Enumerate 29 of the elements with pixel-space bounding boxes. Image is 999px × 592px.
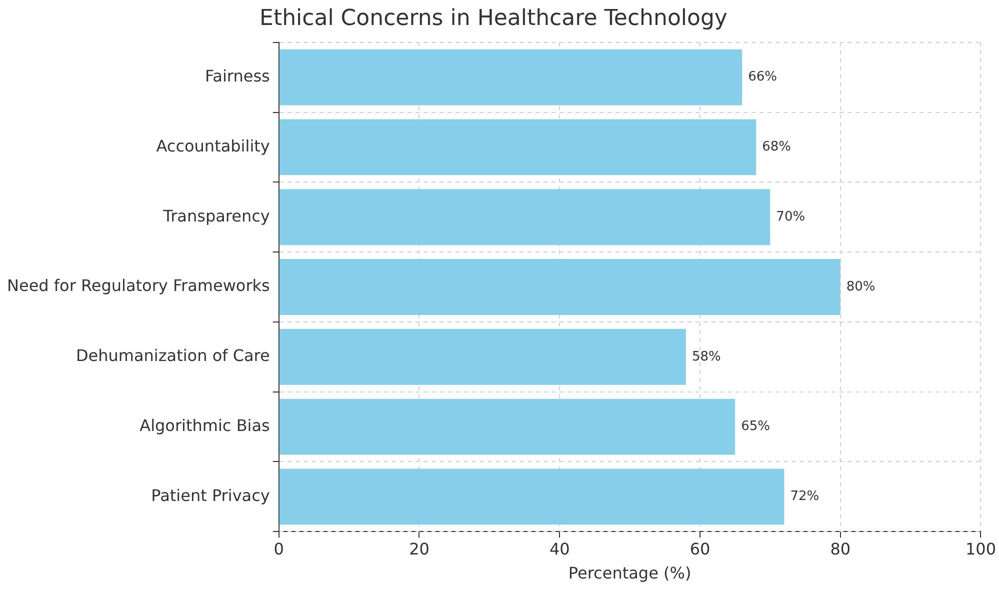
- x-tick-label: 0: [274, 539, 284, 558]
- x-tick-label: 100: [965, 539, 996, 558]
- bar: [279, 49, 742, 106]
- bar: [279, 189, 770, 246]
- bar: [279, 468, 784, 525]
- y-tick-label: Fairness: [204, 66, 270, 86]
- bar: [279, 328, 686, 385]
- data-label: 68%: [762, 140, 792, 155]
- x-tick-label: 80: [830, 539, 851, 558]
- y-tick-label: Need for Regulatory Frameworks: [7, 276, 270, 296]
- x-tick-label: 60: [690, 539, 710, 558]
- x-tick-label: 40: [549, 539, 570, 558]
- y-tick-label: Algorithmic Bias: [140, 416, 270, 435]
- data-label: 72%: [790, 489, 820, 504]
- bar: [279, 119, 756, 176]
- data-label: 58%: [692, 349, 721, 364]
- y-tick-label: Patient Privacy: [151, 486, 270, 505]
- x-tick-label: 20: [409, 539, 430, 558]
- data-label: 80%: [846, 279, 876, 294]
- data-label: 66%: [748, 70, 778, 85]
- x-axis-title: Percentage (%): [568, 564, 692, 583]
- bar: [279, 259, 840, 315]
- y-tick-label: Transparency: [162, 206, 270, 226]
- y-tick-label: Accountability: [156, 136, 270, 156]
- data-label: 70%: [776, 209, 806, 224]
- data-label: 65%: [741, 419, 770, 434]
- bar: [279, 398, 736, 455]
- y-tick-label: Dehumanization of Care: [76, 346, 270, 366]
- chart-title: Ethical Concerns in Healthcare Technology: [260, 6, 728, 31]
